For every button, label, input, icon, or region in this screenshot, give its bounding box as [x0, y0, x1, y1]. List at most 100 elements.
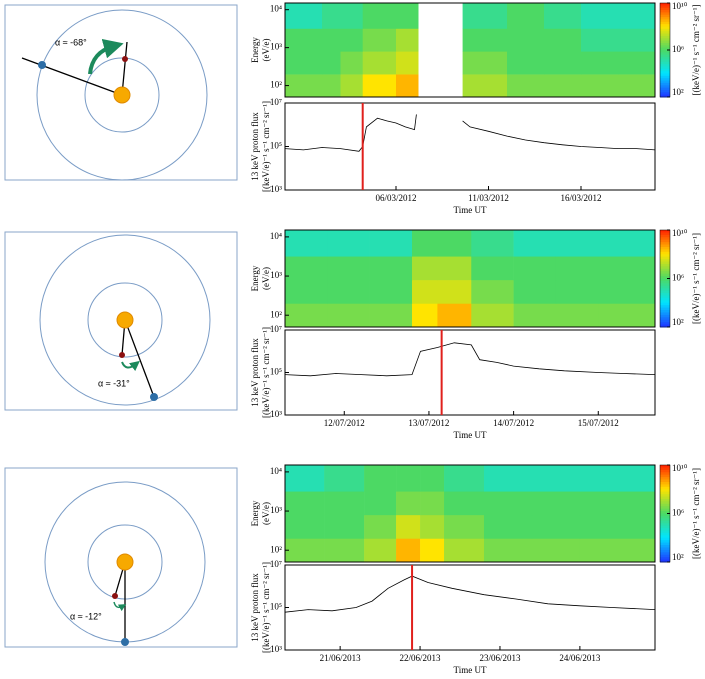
plot-frame	[284, 229, 656, 328]
heatmap-cell	[327, 256, 370, 281]
heatmap-cell	[364, 514, 397, 539]
colorbar-segment	[660, 317, 670, 321]
heatmap-cell	[555, 230, 599, 257]
colorbar-segment	[660, 268, 670, 272]
heatmap-cell	[555, 279, 599, 304]
heatmap-cell	[618, 51, 656, 75]
heatmap-cell	[507, 28, 545, 52]
colorbar-label: [(keV/e)⁻¹ s⁻¹ cm⁻² sr⁻¹]	[691, 233, 701, 324]
heatmap-cell	[324, 514, 365, 539]
colorbar-segment	[660, 266, 670, 270]
colorbar-segment	[660, 465, 670, 468]
colorbar-segment	[660, 498, 670, 502]
heatmap-cell	[513, 230, 557, 257]
sun	[116, 311, 134, 329]
heatmap-cell	[544, 28, 582, 52]
colorbar-segment	[660, 537, 670, 541]
colorbar-segment	[660, 545, 670, 548]
heatmap-cell	[340, 51, 363, 75]
colorbar-segment	[660, 92, 670, 96]
colorbar-segment	[660, 54, 670, 58]
colorbar-segment	[660, 3, 670, 6]
heatmap-cell	[531, 538, 581, 563]
heatmap-cell	[462, 28, 508, 52]
heatmap-cell	[507, 51, 545, 75]
spectrogram	[285, 3, 656, 98]
heatmap-cell	[327, 230, 370, 257]
orbit-diagram: α ≈ -31°	[4, 231, 238, 411]
heatmap-cell	[327, 303, 370, 328]
colorbar-segment	[660, 486, 670, 490]
x-tick-label: 14/07/2012	[493, 418, 534, 428]
heatmap-cell	[322, 74, 341, 98]
colorbar-segment	[660, 501, 670, 505]
colorbar-segment	[660, 85, 670, 89]
spacecraft	[112, 593, 118, 599]
colorbar-segment	[660, 288, 670, 292]
y-tick-label: 10³	[270, 644, 282, 654]
colorbar-segment	[660, 244, 670, 248]
colorbar-segment	[660, 19, 670, 23]
colorbar-segment	[660, 518, 670, 522]
inner-orbit	[87, 282, 163, 358]
y-axis-label: [(keV/e)⁻¹ s⁻¹ cm⁻² sr⁻¹]	[261, 562, 271, 653]
colorbar-segment	[660, 10, 670, 13]
flux-line	[284, 575, 656, 613]
colorbar-segment	[660, 503, 670, 507]
colorbar-segment	[660, 467, 670, 471]
plot-frame	[284, 464, 656, 563]
outer-orbit	[39, 234, 211, 406]
colorbar-segment	[660, 87, 670, 91]
angle-label: α ≈ -31°	[98, 378, 130, 388]
x-tick-label: 11/03/2012	[468, 193, 509, 203]
heatmap-cell	[362, 51, 378, 75]
heatmap-cell	[324, 465, 365, 492]
heatmap-cell	[420, 465, 445, 492]
colorbar-segment	[660, 494, 670, 498]
heatmap-cell	[437, 279, 472, 304]
colorbar-segment	[660, 552, 670, 556]
heatmap-cell	[322, 28, 341, 52]
heatmap-cell	[362, 28, 378, 52]
heatmap-cell	[544, 74, 582, 98]
heatmap-cell	[581, 74, 619, 98]
colorbar-segment	[660, 33, 670, 37]
heatmap-cell	[369, 256, 413, 281]
colorbar-segment	[660, 508, 670, 512]
sun	[116, 553, 134, 571]
heatmap-cell	[471, 279, 514, 304]
colorbar-segment	[660, 71, 670, 74]
heatmap-cell	[377, 28, 397, 52]
colorbar-segment	[660, 542, 670, 546]
heatmap-cell	[437, 230, 472, 257]
colorbar-segment	[660, 290, 670, 294]
heatmap-cell	[531, 491, 581, 516]
heatmap-cell	[618, 28, 656, 52]
heatmap-cell	[369, 230, 413, 257]
colorbar-segment	[660, 259, 670, 263]
spacecraft	[119, 352, 125, 358]
colorbar-tick-label: 10⁶	[672, 508, 684, 518]
colorbar-segment	[660, 479, 670, 483]
y-tick-label: 10²	[270, 80, 282, 90]
colorbar-segment	[660, 472, 670, 476]
heatmap-cell	[340, 3, 363, 29]
heatmap-cell	[285, 303, 328, 328]
heatmap-cell	[324, 491, 365, 516]
sun	[113, 86, 131, 104]
y-tick-label: 10⁴	[270, 4, 282, 14]
heatmap-cell	[412, 303, 438, 328]
spacecraft	[122, 56, 128, 62]
x-tick-label: 21/06/2013	[320, 653, 362, 663]
colorbar-segment	[660, 73, 670, 77]
y-tick-label: 10³	[270, 505, 282, 515]
heatmap-cell	[362, 3, 378, 29]
colorbar-segment	[660, 474, 670, 478]
colorbar-segment	[660, 525, 670, 529]
colorbar-tick-label: 10²	[672, 552, 684, 562]
heatmap-cell	[598, 230, 656, 257]
y-tick-label: 10⁷	[270, 559, 282, 569]
colorbar-segment	[660, 82, 670, 86]
colorbar-segment	[660, 31, 670, 35]
